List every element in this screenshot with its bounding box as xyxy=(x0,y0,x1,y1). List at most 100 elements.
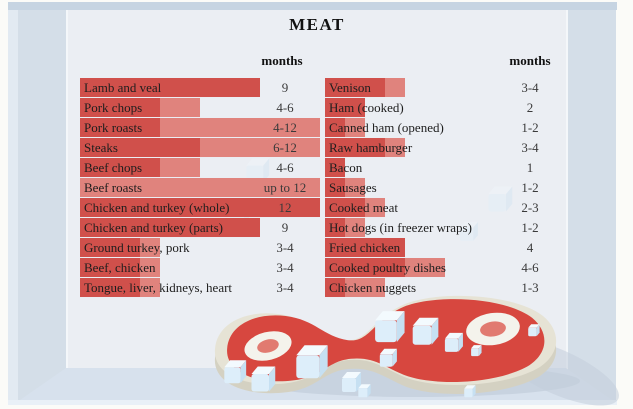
storage-table-left-column: Lamb and veal 9 Pork chops 4-6 Pork roasts 4-… xyxy=(80,78,340,298)
table-row: Cooked meat 2-3 xyxy=(325,198,585,217)
row-label: Canned ham (opened) xyxy=(329,120,444,135)
row-months-value: 1-3 xyxy=(521,280,539,295)
wall-seam-left xyxy=(66,10,68,368)
row-label: Chicken and turkey (whole) xyxy=(84,200,230,215)
months-bar-min xyxy=(325,118,345,137)
row-label: Steaks xyxy=(84,140,118,155)
months-bar-range xyxy=(405,258,445,277)
months-bar-range xyxy=(160,158,200,177)
table-row: Lamb and veal 9 xyxy=(80,78,340,97)
months-bar-min xyxy=(325,158,345,177)
row-label: Beef roasts xyxy=(84,180,143,195)
months-bar-range xyxy=(200,138,320,157)
wall-seam-right xyxy=(566,10,568,368)
table-row: Raw hamburger 3-4 xyxy=(325,138,585,157)
table-row: Tongue, liver, kidneys, heart 3-4 xyxy=(80,278,340,297)
row-months-value: 4 xyxy=(526,240,534,255)
table-row: Beef, chicken 3-4 xyxy=(80,258,340,277)
months-bar-range xyxy=(140,278,160,297)
months-bar-min xyxy=(325,278,345,297)
months-bar-min xyxy=(325,238,405,257)
table-row: Chicken and turkey (parts) 9 xyxy=(80,218,340,237)
row-label: Sausages xyxy=(329,180,377,195)
table-row: Sausages 1-2 xyxy=(325,178,585,197)
row-months-value: 4-6 xyxy=(521,260,539,275)
row-months-value: 4-6 xyxy=(276,100,294,115)
months-bar-min xyxy=(325,178,345,197)
row-months-value: 3-4 xyxy=(276,280,294,295)
row-months-value: 1 xyxy=(526,160,534,175)
row-label: Cooked meat xyxy=(329,200,398,215)
months-bar-range xyxy=(365,198,385,217)
table-row: Hot dogs (in freezer wraps) 1-2 xyxy=(325,218,585,237)
table-row: Ground turkey, pork 3-4 xyxy=(80,238,340,257)
table-row: Pork roasts 4-12 xyxy=(80,118,340,137)
months-bar-min xyxy=(80,78,260,97)
months-header-left: months xyxy=(261,53,303,68)
table-row: Venison 3-4 xyxy=(325,78,585,97)
months-bar-range xyxy=(345,178,365,197)
row-months-value: 4-6 xyxy=(276,160,294,175)
row-label: Tongue, liver, kidneys, heart xyxy=(84,280,233,295)
months-bar-min xyxy=(325,258,405,277)
row-months-value: 1-2 xyxy=(521,180,539,195)
row-label: Chicken nuggets xyxy=(329,280,417,295)
months-bar-range xyxy=(345,218,365,237)
row-label: Fried chicken xyxy=(329,240,401,255)
row-label: Cooked poultry dishes xyxy=(329,260,446,275)
row-label: Chicken and turkey (parts) xyxy=(84,220,223,235)
table-row: Chicken and turkey (whole) 12 xyxy=(80,198,340,217)
table-row: Bacon 1 xyxy=(325,158,585,177)
months-bar-min xyxy=(325,98,365,117)
months-bar-min xyxy=(325,78,385,97)
row-label: Pork roasts xyxy=(84,120,143,135)
months-bar-range xyxy=(345,278,385,297)
table-row: Beef chops 4-6 xyxy=(80,158,340,177)
freezer-right-wall xyxy=(568,10,616,400)
months-bar-range xyxy=(140,258,160,277)
freezer-floor-edge xyxy=(8,400,617,405)
freezer-left-trim xyxy=(8,10,18,400)
months-bar-min xyxy=(325,218,345,237)
row-label: Ground turkey, pork xyxy=(84,240,190,255)
months-bar-range xyxy=(160,118,320,137)
row-label: Pork chops xyxy=(84,100,143,115)
table-row: Pork chops 4-6 xyxy=(80,98,340,117)
row-months-value: 9 xyxy=(281,220,289,235)
page-title: MEAT xyxy=(289,15,345,34)
row-label: Beef, chicken xyxy=(84,260,156,275)
months-bar-range xyxy=(345,118,365,137)
row-months-value: 12 xyxy=(278,200,292,215)
row-months-value: up to 12 xyxy=(263,180,307,195)
row-label: Lamb and veal xyxy=(84,80,162,95)
row-months-value: 4-12 xyxy=(273,120,297,135)
months-bar-min xyxy=(80,138,200,157)
row-label: Hot dogs (in freezer wraps) xyxy=(329,220,472,235)
row-months-value: 9 xyxy=(281,80,289,95)
months-bar-range xyxy=(160,98,200,117)
months-bar-min xyxy=(80,198,320,217)
months-bar-min xyxy=(325,198,365,217)
months-bar-min xyxy=(80,278,140,297)
freezer-top-edge xyxy=(8,2,617,10)
row-months-value: 3-4 xyxy=(276,260,294,275)
table-row: Canned ham (opened) 1-2 xyxy=(325,118,585,137)
months-bar-min xyxy=(80,258,140,277)
table-row: Chicken nuggets 1-3 xyxy=(325,278,585,297)
row-label: Beef chops xyxy=(84,160,143,175)
freezer-left-wall xyxy=(18,10,66,400)
storage-table-right-column: Venison 3-4 Ham (cooked) 2 Canned ham (opene… xyxy=(325,78,585,298)
row-months-value: 3-4 xyxy=(276,240,294,255)
table-row: Ham (cooked) 2 xyxy=(325,98,585,117)
row-label: Ham (cooked) xyxy=(329,100,404,115)
months-bar-min xyxy=(80,158,160,177)
row-months-value: 3-4 xyxy=(521,140,539,155)
row-months-value: 3-4 xyxy=(521,80,539,95)
row-months-value: 6-12 xyxy=(273,140,297,155)
row-months-value: 1-2 xyxy=(521,220,539,235)
months-bar-min xyxy=(80,118,160,137)
row-months-value: 2-3 xyxy=(521,200,539,215)
table-row: Steaks 6-12 xyxy=(80,138,340,157)
months-bar-range xyxy=(385,78,405,97)
